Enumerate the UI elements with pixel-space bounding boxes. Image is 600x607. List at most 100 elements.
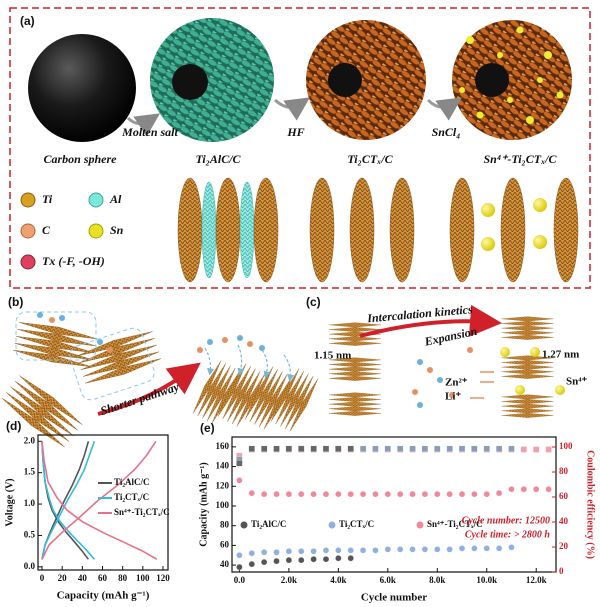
x-tick-label: 20 (58, 573, 68, 583)
atom-legend (20, 192, 104, 270)
ion-label: Zn²⁺ (445, 377, 468, 389)
data-point (495, 445, 503, 453)
data-point (285, 491, 293, 498)
y-tick-label: 2.0 (24, 435, 36, 445)
data-point (285, 445, 293, 453)
x-tick-label: 8.0k (429, 575, 445, 585)
data-point (533, 486, 540, 493)
x-tick-label: 60 (98, 573, 108, 583)
y-axis-label: Voltage (V) (4, 478, 15, 526)
data-point (446, 546, 453, 553)
y-tick-label: 0.5 (24, 530, 36, 540)
data-point (471, 545, 478, 552)
data-point (273, 491, 280, 498)
sn-ti2ctx-sphere (452, 20, 572, 140)
data-point (545, 446, 552, 453)
ion-label: Li⁺ (445, 391, 461, 403)
x-axis-label: Cycle number (361, 592, 427, 604)
data-point (397, 491, 404, 498)
data-point (483, 545, 490, 552)
data-point (273, 445, 280, 453)
panel-label: (e) (200, 421, 215, 435)
y2-tick-label: 80 (559, 466, 569, 476)
y2-tick-label: 0 (559, 566, 564, 576)
data-point (335, 445, 342, 453)
data-point (508, 486, 515, 493)
data-point (495, 490, 503, 497)
panel-label: (d) (6, 419, 21, 433)
data-point (483, 445, 490, 453)
data-point (520, 486, 527, 493)
data-point (483, 491, 490, 498)
legend-swatch (416, 521, 424, 529)
data-point (384, 546, 391, 553)
x-tick-label: 4.0k (330, 575, 346, 585)
material-label: Ti₂AlC/C (195, 152, 241, 166)
plot-frame (37, 434, 169, 571)
data-point (310, 548, 317, 555)
sphere-hole (172, 64, 208, 100)
panel-frame (9, 7, 591, 289)
y-tick-label: 80 (220, 520, 230, 530)
annotation: Cycle number: 12500 (462, 515, 550, 526)
data-point (495, 545, 503, 552)
legend-swatch (328, 521, 336, 529)
data-point (335, 555, 342, 562)
legend-label: Sn (110, 223, 124, 237)
legend-label: Ti (42, 192, 53, 206)
data-point (359, 491, 367, 498)
legend-label: C (42, 223, 51, 237)
data-point (434, 445, 441, 453)
data-point (248, 560, 255, 568)
spacing-label: 1.15 nm (314, 350, 351, 362)
panel-b-art (0, 311, 321, 451)
data-point (520, 446, 527, 453)
y2-tick-label: 100 (559, 441, 573, 451)
data-point (248, 445, 255, 453)
panel-c-art (328, 304, 565, 418)
y-axis-label: Capacity (mAh g⁻¹) (198, 462, 209, 546)
data-point (397, 445, 404, 453)
data-point (261, 549, 268, 556)
panel-label: (a) (20, 14, 35, 28)
data-point (372, 547, 379, 554)
legend-label: Sn⁴⁺-Ti₂CTₓ/C (427, 519, 483, 529)
material-label: Ti₂CTₓ/C (347, 152, 393, 166)
y-tick-label: 1.0 (24, 498, 36, 508)
data-point (298, 445, 305, 453)
y2-tick-label: 40 (559, 516, 569, 526)
legend-label: Ti₂AlC/C (114, 477, 150, 487)
legend-label: Ti₂AlC/C (251, 519, 287, 529)
data-point (322, 491, 330, 498)
y2-tick-label: 20 (559, 541, 569, 551)
data-point (471, 491, 478, 498)
material-label: Carbon sphere (43, 152, 117, 166)
data-point (409, 445, 416, 453)
data-point (446, 445, 453, 453)
data-point (347, 547, 354, 554)
data-point (236, 460, 243, 467)
data-point (322, 445, 330, 453)
data-point (285, 557, 293, 564)
data-point (347, 445, 354, 453)
x-tick-label: 120 (156, 573, 170, 583)
expansion-label: Expansion (422, 324, 478, 349)
y-tick-label: 160 (216, 441, 230, 451)
data-point (545, 486, 552, 493)
panel-label: (c) (306, 295, 321, 309)
legend-label: Sn⁴⁺-Ti₂CTₓ/C (114, 507, 170, 517)
pathway-label: Shorter pathway (99, 379, 182, 418)
series-line (41, 441, 90, 560)
data-point (434, 491, 441, 498)
data-point (248, 490, 255, 497)
data-point (298, 557, 305, 564)
sn-dots (459, 26, 564, 124)
data-point (322, 547, 330, 554)
series-line (41, 440, 158, 560)
legend-label: Ti₂CTₓ/C (339, 519, 374, 529)
legend-label: Al (109, 192, 122, 206)
y2-tick-label: 60 (559, 491, 569, 501)
data-point (359, 547, 367, 554)
y-tick-label: 60 (220, 539, 230, 549)
data-point (458, 491, 466, 498)
